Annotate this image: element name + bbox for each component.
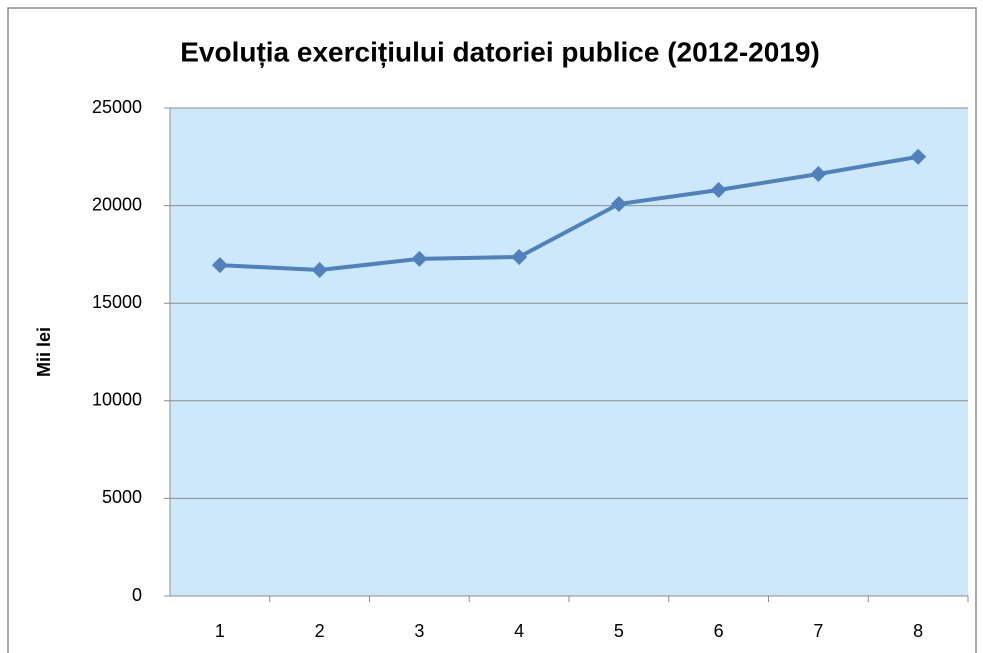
data-point [311, 262, 328, 279]
y-tick-label: 20000 [92, 194, 142, 214]
series-line [219, 154, 919, 273]
y-tick-label: 0 [132, 585, 142, 605]
plot-area [170, 108, 968, 596]
data-point [211, 257, 228, 274]
data-point [810, 165, 827, 182]
x-tick-label: 4 [514, 621, 524, 641]
x-tick-label: 1 [215, 621, 225, 641]
chart-title: Evoluția exercițiului datoriei publice (… [180, 36, 820, 67]
x-tick-label: 3 [414, 621, 424, 641]
x-tick-label: 5 [614, 621, 624, 641]
y-tick-label: 5000 [102, 487, 142, 507]
y-tick-label: 25000 [92, 97, 142, 117]
y-tick-label: 10000 [92, 390, 142, 410]
x-tick-label: 2 [315, 621, 325, 641]
data-point [610, 196, 627, 213]
y-axis-label: Mii lei [34, 327, 54, 377]
data-point [511, 248, 528, 265]
x-tick-label: 6 [714, 621, 724, 641]
data-point [710, 181, 727, 198]
x-tick-label: 7 [813, 621, 823, 641]
data-point [910, 148, 927, 165]
data-point [411, 250, 428, 267]
x-tick-label: 8 [913, 621, 923, 641]
y-tick-label: 15000 [92, 292, 142, 312]
